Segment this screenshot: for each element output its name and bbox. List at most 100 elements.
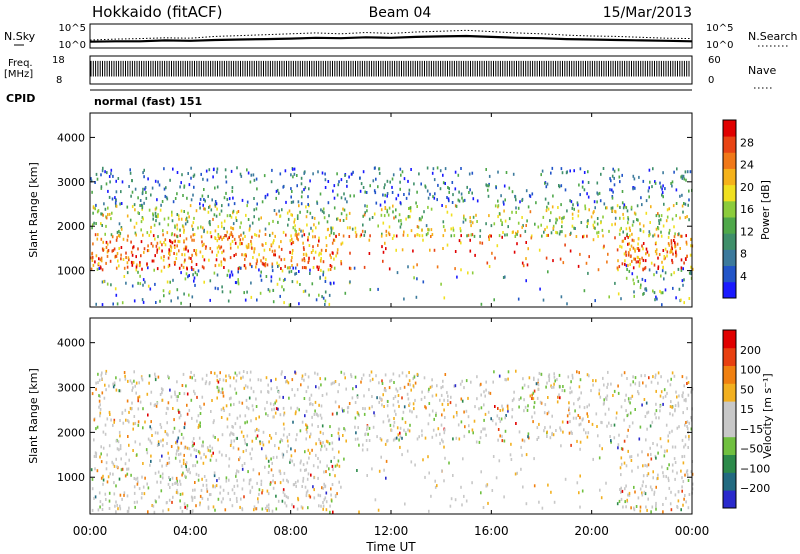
velocity-point [651,488,653,492]
power-point [686,215,688,219]
power-point [416,277,418,281]
power-point [140,254,142,258]
power-point [260,278,263,282]
power-point [94,207,96,211]
velocity-point [248,396,251,400]
velocity-point [553,375,556,379]
power-point [328,293,331,297]
power-point [159,240,162,244]
power-point [462,220,465,224]
velocity-point [639,487,642,491]
velocity-point [100,476,103,480]
velocity-point [205,478,208,482]
power-point [265,242,267,245]
velocity-point [255,397,257,401]
velocity-point [549,436,552,440]
velocity-point [167,407,169,411]
velocity-point [186,507,188,511]
velocity-point [351,396,354,400]
power-point [366,204,368,208]
velocity-point [193,389,195,393]
velocity-point [348,402,351,405]
power-point [500,218,502,222]
power-point [122,258,125,261]
velocity-point [184,422,186,426]
power-point [675,188,678,192]
velocity-point [403,385,406,389]
power-point [324,178,327,182]
velocity-point [217,438,219,442]
velocity-point [170,395,173,399]
power-point [225,180,228,184]
velocity-point [107,475,110,479]
velocity-point [121,497,123,501]
power-point [134,187,137,191]
power-point [634,248,636,252]
velocity-point [248,478,251,482]
power-point [278,277,281,281]
power-point [460,234,462,238]
power-point [400,222,403,226]
power-point [322,207,325,211]
power-point [590,215,593,219]
velocity-point [439,398,441,402]
power-point [174,224,176,228]
velocity-point [409,409,411,413]
power-point [115,179,117,183]
velocity-point [108,410,111,414]
velocity-point [109,413,111,416]
power-point [378,167,381,171]
velocity-point [276,386,278,390]
power-point [283,257,286,261]
velocity-point [301,420,304,424]
power-point [106,250,109,254]
velocity-point [205,483,208,487]
power-point [642,247,644,251]
velocity-point [525,502,528,506]
velocity-point [538,371,541,375]
power-point [95,254,98,258]
power-point [666,208,669,212]
power-point [388,267,391,271]
velocity-point [307,385,309,389]
power-point [497,199,499,203]
power-point [652,234,654,238]
power-point [328,233,331,237]
velocity-point [127,509,130,513]
velocity-point [678,394,680,398]
power-point [142,187,144,191]
velocity-point [267,383,269,387]
power-point [459,227,462,231]
velocity-point [294,412,297,416]
power-point [90,256,92,260]
power-point [340,242,343,246]
velocity-point [670,377,672,381]
velocity-point [509,453,512,457]
velocity-point [497,407,499,410]
power-point [680,234,683,238]
power-point [452,226,454,230]
velocity-point [274,411,277,415]
power-point [401,248,404,252]
power-point [616,204,619,208]
velocity-point [180,441,183,445]
power-point [573,169,575,173]
power-point [313,216,316,220]
velocity-point [113,381,116,385]
power-point [170,299,172,303]
velocity-point [306,461,309,465]
power-point [123,275,126,278]
velocity-point [491,419,494,423]
velocity-point [563,389,566,393]
velocity-point [674,445,677,449]
velocity-point [578,385,581,389]
power-point [541,234,543,238]
velocity-point [498,374,501,378]
power-point [459,229,462,233]
power-point [105,246,108,249]
power-point [302,290,305,294]
power-point [305,253,308,257]
velocity-point [280,372,283,376]
power-point [336,251,339,255]
power-point [555,221,557,225]
